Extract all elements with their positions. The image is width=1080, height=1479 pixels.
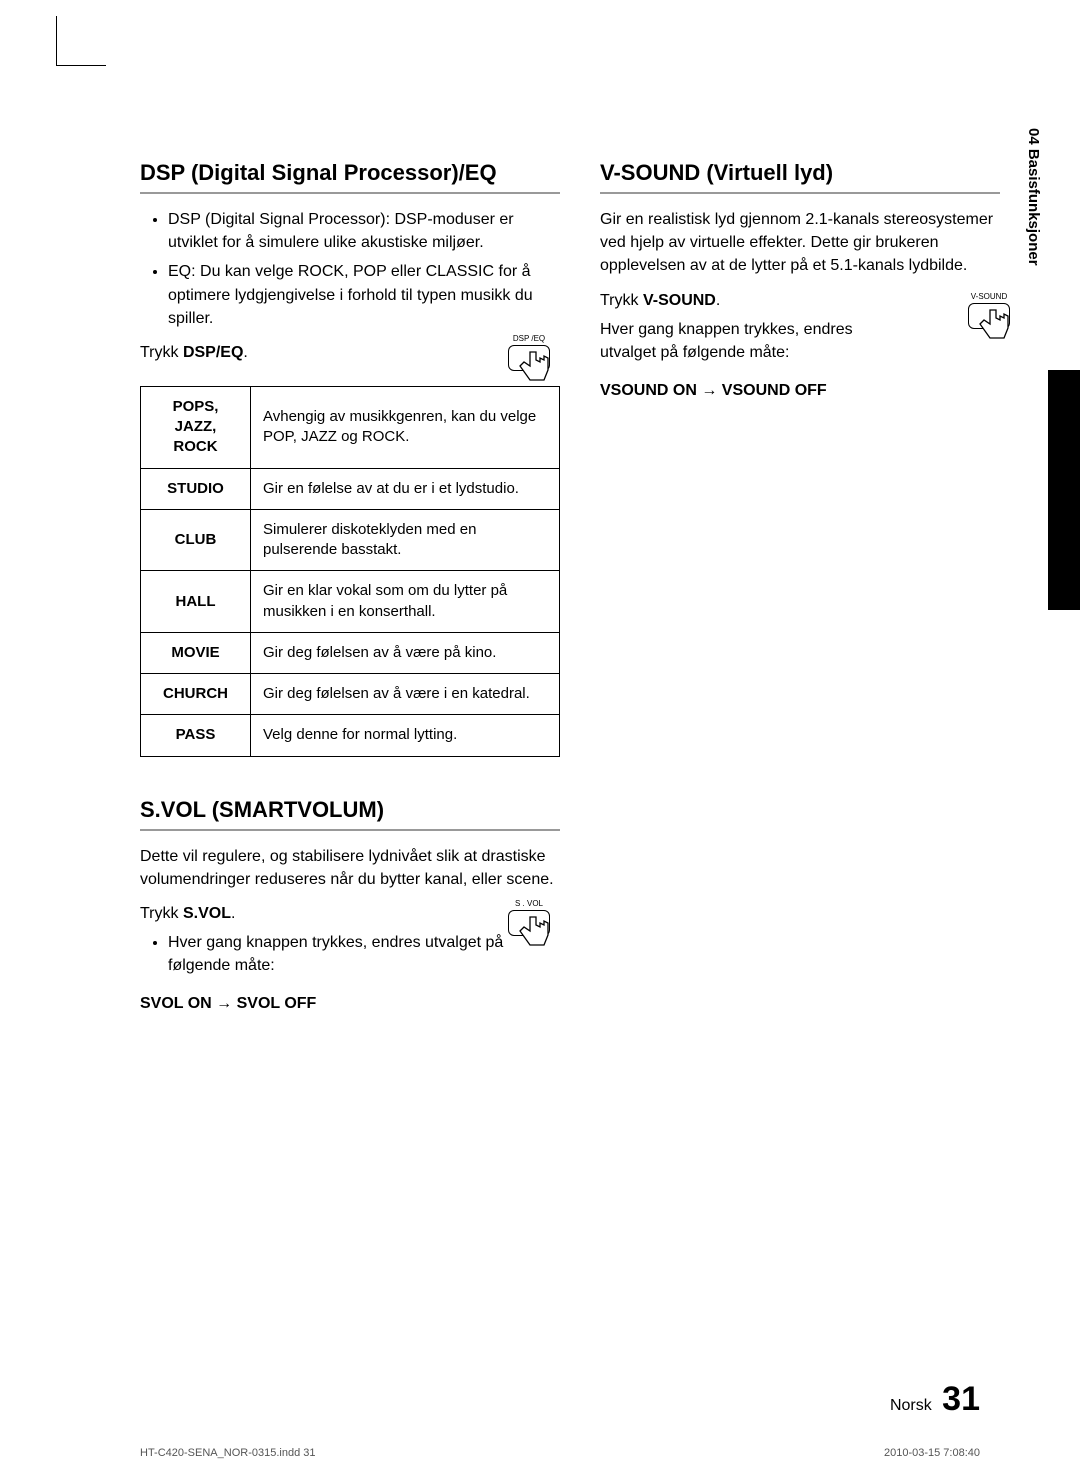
vsound-paragraph-2: Hver gang knappen trykkes, endres utvalg… bbox=[600, 318, 880, 364]
svol-toggle-line: SVOL ON → SVOL OFF bbox=[140, 995, 560, 1013]
build-timestamp: 2010-03-15 7:08:40 bbox=[884, 1447, 980, 1459]
table-row: PASSVelg denne for normal lytting. bbox=[141, 715, 560, 756]
dsp-modes-table: POPS, JAZZ, ROCKAvhengig av musikkgenren… bbox=[140, 386, 560, 757]
mode-desc: Gir en klar vokal som om du lytter på mu… bbox=[251, 571, 560, 633]
button-label: V-SOUND bbox=[968, 292, 1010, 301]
button-label: DSP /EQ bbox=[508, 334, 550, 343]
hand-icon bbox=[516, 348, 552, 392]
svol-bullet: Hver gang knappen trykkes, endres utvalg… bbox=[168, 931, 560, 977]
table-row: STUDIOGir en følelse av at du er i et ly… bbox=[141, 468, 560, 509]
dsp-bullet: EQ: Du kan velge ROCK, POP eller CLASSIC… bbox=[168, 260, 560, 330]
heading-svol: S.VOL (SMARTVOLUM) bbox=[140, 797, 560, 831]
side-tab-block bbox=[1048, 370, 1080, 610]
table-row: MOVIEGir deg følelsen av å være på kino. bbox=[141, 632, 560, 673]
table-row: POPS, JAZZ, ROCKAvhengig av musikkgenren… bbox=[141, 386, 560, 468]
text: . bbox=[716, 292, 720, 309]
side-tab-label: 04 Basisfunksjoner bbox=[1025, 128, 1042, 266]
mode-desc: Gir en følelse av at du er i et lydstudi… bbox=[251, 468, 560, 509]
button-press-icon: DSP /EQ bbox=[508, 334, 550, 371]
footer-lang: Norsk bbox=[890, 1397, 932, 1414]
hand-icon bbox=[516, 913, 552, 957]
text-bold: V-SOUND bbox=[643, 292, 716, 309]
right-column: V-SOUND (Virtuell lyd) Gir en realistisk… bbox=[600, 160, 1000, 1031]
mode-desc: Velg denne for normal lytting. bbox=[251, 715, 560, 756]
text: Trykk bbox=[600, 292, 643, 309]
mode-name: CHURCH bbox=[141, 674, 251, 715]
button-label: S . VOL bbox=[508, 899, 550, 908]
text: Trykk bbox=[140, 344, 183, 361]
page-content: DSP (Digital Signal Processor)/EQ DSP (D… bbox=[0, 0, 1080, 1031]
dsp-bullets: DSP (Digital Signal Processor): DSP-modu… bbox=[140, 208, 560, 330]
table-body: POPS, JAZZ, ROCKAvhengig av musikkgenren… bbox=[141, 386, 560, 756]
mode-name: CLUB bbox=[141, 509, 251, 571]
press-vsound-instruction: Trykk V-SOUND. bbox=[600, 292, 1000, 310]
indd-filename: HT-C420-SENA_NOR-0315.indd 31 bbox=[140, 1447, 315, 1459]
page-footer: Norsk 31 bbox=[890, 1380, 980, 1419]
table-row: CLUBSimulerer diskoteklyden med en pulse… bbox=[141, 509, 560, 571]
hand-icon bbox=[976, 306, 1012, 350]
mode-name: MOVIE bbox=[141, 632, 251, 673]
vsound-toggle-line: VSOUND ON → VSOUND OFF bbox=[600, 382, 1000, 400]
mode-desc: Gir deg følelsen av å være i en katedral… bbox=[251, 674, 560, 715]
button-press-icon: S . VOL bbox=[508, 899, 550, 936]
mode-desc: Avhengig av musikkgenren, kan du velge P… bbox=[251, 386, 560, 468]
text: . bbox=[231, 905, 235, 922]
vsound-paragraph: Gir en realistisk lyd gjennom 2.1-kanals… bbox=[600, 208, 1000, 278]
dsp-bullet: DSP (Digital Signal Processor): DSP-modu… bbox=[168, 208, 560, 254]
text-bold: DSP/EQ bbox=[183, 344, 243, 361]
text: Trykk bbox=[140, 905, 183, 922]
press-svol-instruction: Trykk S.VOL. bbox=[140, 905, 560, 923]
svol-bullets: Hver gang knappen trykkes, endres utvalg… bbox=[140, 931, 560, 977]
text-bold: S.VOL bbox=[183, 905, 231, 922]
heading-vsound: V-SOUND (Virtuell lyd) bbox=[600, 160, 1000, 194]
button-press-icon: V-SOUND bbox=[968, 292, 1010, 329]
mode-desc: Gir deg følelsen av å være på kino. bbox=[251, 632, 560, 673]
press-dsp-instruction: Trykk DSP/EQ. bbox=[140, 344, 560, 362]
left-column: DSP (Digital Signal Processor)/EQ DSP (D… bbox=[140, 160, 560, 1031]
text: . bbox=[243, 344, 247, 361]
table-row: CHURCHGir deg følelsen av å være i en ka… bbox=[141, 674, 560, 715]
table-row: HALLGir en klar vokal som om du lytter p… bbox=[141, 571, 560, 633]
heading-dsp: DSP (Digital Signal Processor)/EQ bbox=[140, 160, 560, 194]
footer-page-number: 31 bbox=[942, 1380, 980, 1418]
mode-name: HALL bbox=[141, 571, 251, 633]
mode-name: POPS, JAZZ, ROCK bbox=[141, 386, 251, 468]
mode-name: PASS bbox=[141, 715, 251, 756]
svol-paragraph: Dette vil regulere, og stabilisere lydni… bbox=[140, 845, 560, 891]
mode-name: STUDIO bbox=[141, 468, 251, 509]
mode-desc: Simulerer diskoteklyden med en pulserend… bbox=[251, 509, 560, 571]
crop-mark bbox=[56, 16, 106, 66]
